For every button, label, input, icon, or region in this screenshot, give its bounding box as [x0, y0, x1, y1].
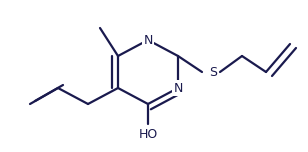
Text: N: N	[143, 33, 153, 47]
Text: N: N	[173, 81, 183, 95]
Text: S: S	[209, 66, 217, 78]
Text: HO: HO	[138, 128, 158, 140]
